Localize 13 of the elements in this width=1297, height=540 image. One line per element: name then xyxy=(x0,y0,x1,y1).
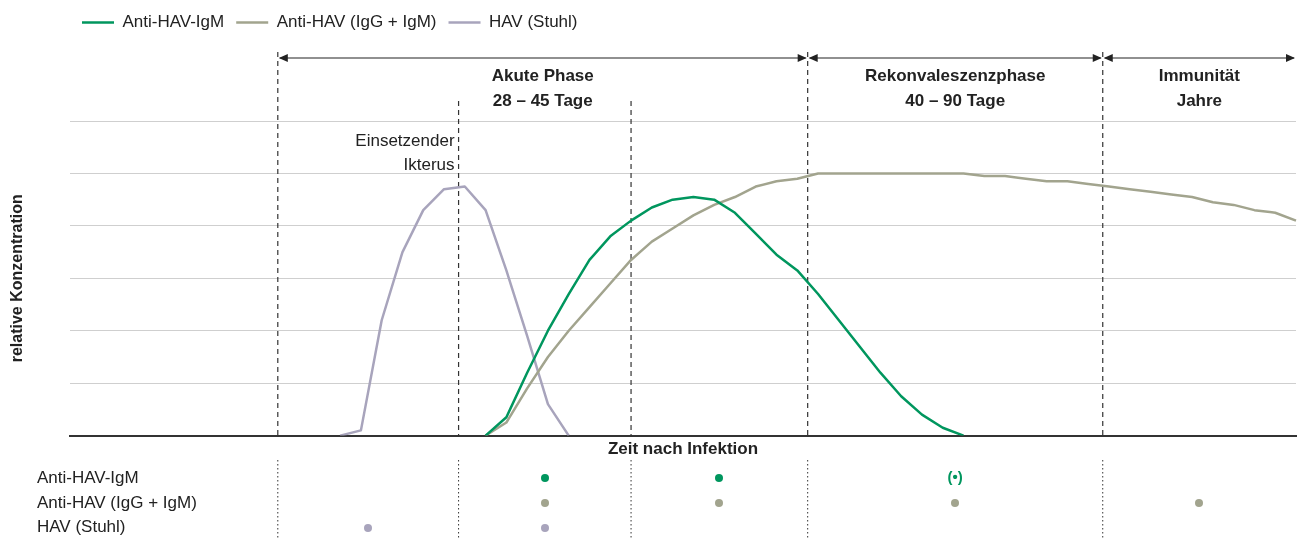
text: Anti-HAV (IgG + IgM) xyxy=(37,492,197,512)
y-axis-title: relative Konzentration xyxy=(8,194,26,363)
legend-label: Anti-HAV-IgM xyxy=(122,12,225,32)
legend-label: HAV (Stuhl) xyxy=(489,12,578,32)
legend-label: Anti-HAV (IgG + IgM) xyxy=(276,12,437,32)
text: (•) xyxy=(947,468,963,486)
text: Immunität Jahre xyxy=(1158,65,1241,110)
text: HAV (Stuhl) xyxy=(37,517,126,537)
text: Akute Phase 28 – 45 Tage xyxy=(491,65,594,110)
x-axis-title: Zeit nach Infektion xyxy=(607,439,759,459)
annotation: Einsetzender Ikterus xyxy=(355,130,455,174)
text: Anti-HAV-IgM xyxy=(37,468,139,488)
text: Rekonvaleszenzphase 40 – 90 Tage xyxy=(864,65,1046,110)
